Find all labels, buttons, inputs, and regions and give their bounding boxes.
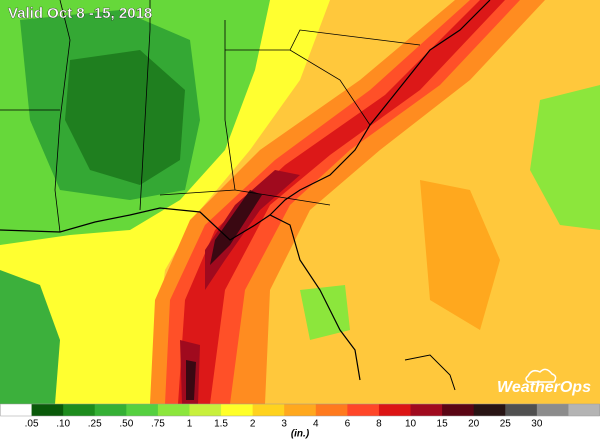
legend-swatch bbox=[347, 404, 380, 416]
legend-label: .25 bbox=[88, 419, 102, 430]
legend-label: 3 bbox=[281, 419, 287, 430]
legend-swatch bbox=[505, 404, 538, 416]
legend-label: .75 bbox=[151, 419, 165, 430]
legend-swatch bbox=[221, 404, 254, 416]
legend-swatch bbox=[189, 404, 222, 416]
legend-swatch bbox=[410, 404, 443, 416]
legend-label: .05 bbox=[25, 419, 39, 430]
legend-swatch bbox=[157, 404, 190, 416]
legend-swatch bbox=[442, 404, 475, 416]
legend-label: 6 bbox=[345, 419, 351, 430]
legend-swatch bbox=[568, 404, 600, 416]
legend-swatch bbox=[284, 404, 317, 416]
brand-logo: WeatherOps bbox=[497, 368, 591, 396]
legend-swatch bbox=[126, 404, 159, 416]
legend-label: 20 bbox=[468, 419, 480, 430]
boundaries bbox=[0, 0, 491, 391]
legend-label: .50 bbox=[119, 419, 133, 430]
legend-label: 1.5 bbox=[214, 419, 228, 430]
legend-label: 10 bbox=[405, 419, 417, 430]
legend-label: 8 bbox=[376, 419, 382, 430]
legend-swatch bbox=[31, 404, 64, 416]
legend-label: 2 bbox=[250, 419, 256, 430]
legend-swatch bbox=[94, 404, 127, 416]
legend: .05 .10 .25 .50 .75 1 1.5 2 3 4 6 8 10 15 20 25 30 bbox=[0, 403, 600, 430]
legend-swatch bbox=[536, 404, 569, 416]
legend-label: 25 bbox=[500, 419, 512, 430]
legend-label: 1 bbox=[187, 419, 193, 430]
legend-label: .10 bbox=[56, 419, 70, 430]
brand-name: WeatherOps bbox=[497, 379, 591, 396]
legend-swatch bbox=[473, 404, 506, 416]
map-title: Valid Oct 8 -15, 2018 bbox=[8, 5, 152, 22]
legend-label: 4 bbox=[313, 419, 319, 430]
precip-field bbox=[0, 0, 600, 404]
legend-swatch bbox=[63, 404, 96, 416]
legend-unit: (in.) bbox=[291, 429, 310, 440]
legend-label: 15 bbox=[437, 419, 449, 430]
legend-swatch bbox=[0, 404, 33, 416]
legend-swatch bbox=[252, 404, 285, 416]
legend-swatch bbox=[315, 404, 348, 416]
legend-swatch bbox=[378, 404, 412, 416]
legend-label: 30 bbox=[531, 419, 543, 430]
